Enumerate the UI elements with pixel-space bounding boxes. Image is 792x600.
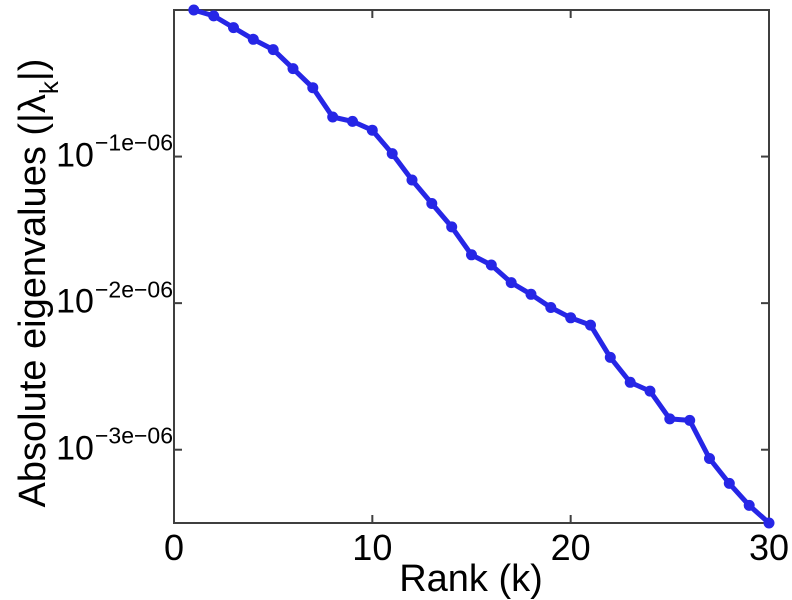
data-point-marker: [684, 414, 696, 426]
data-point-marker: [208, 10, 220, 22]
data-point-marker: [406, 174, 418, 186]
data-point-marker: [327, 111, 339, 123]
data-point-marker: [347, 115, 358, 127]
data-point-marker: [386, 148, 398, 160]
data-point-marker: [644, 385, 656, 397]
data-point-marker: [466, 249, 477, 261]
data-point-marker: [366, 124, 378, 136]
data-point-marker: [664, 413, 676, 425]
data-point-marker: [188, 4, 200, 16]
eigenvalue-line: [191, 7, 772, 526]
data-point-marker: [723, 477, 735, 489]
data-point-marker: [565, 312, 577, 324]
data-point-marker: [704, 453, 715, 464]
data-point-marker: [525, 288, 537, 300]
data-point-marker: [505, 277, 517, 289]
data-point-marker: [485, 259, 497, 271]
data-point-marker: [446, 221, 458, 233]
data-point-marker: [267, 44, 279, 56]
data-point-marker: [545, 302, 557, 313]
data-point-marker: [743, 499, 755, 511]
data-point-marker: [307, 82, 319, 94]
data-point-marker: [604, 351, 616, 363]
data-point-marker: [624, 376, 636, 388]
data-point-marker: [228, 22, 239, 34]
data-point-marker: [585, 319, 596, 331]
data-point-marker: [287, 63, 299, 75]
data-point-marker: [763, 517, 775, 529]
data-point-marker: [247, 33, 259, 45]
data-point-marker: [426, 198, 438, 209]
axes-frame: [173, 9, 770, 524]
